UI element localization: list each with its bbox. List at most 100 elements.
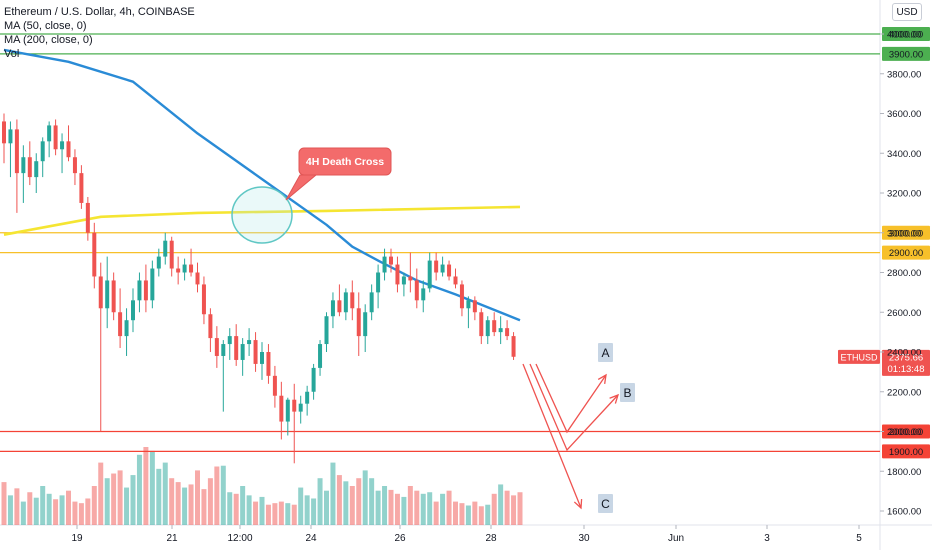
volume-bar	[504, 490, 510, 525]
candle-body	[382, 256, 387, 273]
scenario-b-arrow-head	[609, 393, 620, 404]
volume-bar	[169, 478, 175, 525]
scenario-label: B	[623, 386, 631, 400]
candle-body	[253, 340, 258, 364]
ma200-line	[3, 205, 521, 236]
candle-body	[118, 312, 123, 337]
volume-bar	[182, 487, 188, 525]
volume-bar	[124, 487, 130, 525]
volume-bar	[317, 478, 323, 525]
candle-body	[279, 395, 284, 422]
y-tick-label: 1800.00	[887, 467, 921, 478]
volume-bar	[324, 490, 329, 525]
y-tick-label: 3800.00	[887, 69, 921, 80]
price-axis[interactable]: 1600.00 1800.00 2000.00 2200.00 2400.00 2600.…	[880, 30, 921, 518]
candle-body	[79, 173, 84, 203]
volume-bar	[246, 495, 252, 525]
x-tick-label: 30	[578, 533, 590, 544]
candle-body	[505, 328, 510, 337]
volume-bar	[72, 501, 78, 525]
price-level-label: 2000.00	[889, 427, 923, 438]
volume-bar	[136, 454, 142, 525]
last-price-tag-bg	[882, 349, 930, 376]
volume-bar	[369, 478, 375, 525]
candle-body	[401, 276, 406, 285]
candle-body	[137, 280, 142, 301]
price-level-tag-bg	[882, 225, 930, 240]
volume-bar	[104, 478, 110, 525]
candle-body	[40, 141, 45, 162]
candle-body	[92, 232, 97, 277]
volume-bar	[227, 492, 233, 525]
x-tick-label: 19	[71, 533, 83, 544]
volume-bar	[53, 499, 59, 525]
candle-body	[305, 391, 310, 404]
y-tick-label: 2000.00	[887, 427, 921, 438]
scenario-label-bg	[598, 494, 613, 513]
candle-body	[459, 284, 464, 309]
volume-bar	[459, 503, 465, 525]
candle-body	[337, 300, 342, 313]
scenario-label: C	[601, 497, 610, 511]
volume-bar	[265, 504, 271, 525]
volume-bar	[14, 488, 20, 525]
candle-body	[389, 256, 393, 265]
volume-bar	[401, 496, 407, 525]
volume-bar	[201, 489, 207, 525]
death-cross-callout	[298, 147, 392, 176]
volume-bar	[40, 486, 46, 525]
candle-body	[363, 312, 368, 337]
candle-body	[2, 121, 6, 144]
countdown-label: 01:13:48	[888, 364, 925, 375]
volume-bar	[311, 498, 317, 525]
legend-vol[interactable]: Vol	[4, 48, 20, 60]
volume-bar	[330, 462, 336, 525]
y-tick-label: 3400.00	[887, 149, 921, 160]
y-tick-label: 3000.00	[887, 228, 921, 239]
candle-body	[208, 314, 213, 339]
volume-bar	[304, 495, 310, 525]
candle-body	[427, 260, 432, 289]
legend-ma50[interactable]: MA (50, close, 0)	[4, 20, 87, 32]
time-axis[interactable]: 19 21 12:00 24 26 28 30 Jun 3 5	[71, 525, 862, 544]
volume-bar	[414, 490, 420, 525]
volume-bar	[382, 486, 388, 525]
volume-bar	[336, 475, 342, 525]
candle-body	[466, 300, 471, 309]
volume-bar	[511, 495, 517, 525]
volume-bar	[291, 504, 297, 525]
volume-bar	[220, 465, 226, 525]
candle-body	[124, 320, 129, 337]
candle-body	[163, 240, 168, 257]
price-level-tag-bg	[882, 27, 930, 41]
candle-body	[350, 292, 355, 309]
volume-bar	[298, 487, 304, 525]
volume-bar	[362, 470, 368, 525]
volume-bar	[349, 486, 355, 525]
volume-bar	[427, 492, 433, 525]
candle-body	[492, 320, 497, 333]
volume-bar	[78, 503, 84, 525]
candle-body	[240, 344, 245, 360]
candle-body	[72, 157, 77, 174]
volume-bar	[111, 473, 117, 525]
legend-ma200[interactable]: MA (200, close, 0)	[4, 34, 93, 46]
volume-bar	[207, 478, 213, 525]
volume-bar	[240, 486, 246, 525]
volume-bar	[394, 493, 400, 525]
candle-body	[485, 320, 490, 337]
y-tick-label: 3200.00	[887, 189, 921, 200]
candle-body	[434, 260, 439, 273]
volume-bar	[20, 501, 26, 525]
scenario-a-arrow	[535, 363, 607, 434]
last-price-label: 2375.66	[889, 352, 923, 363]
volume-bar	[446, 490, 452, 525]
candle-body	[395, 264, 400, 285]
candle-body	[324, 316, 329, 345]
price-level-label: 4000.00	[889, 30, 923, 41]
legend-title[interactable]: Ethereum / U.S. Dollar, 4h, COINBASE	[4, 6, 195, 18]
price-level-label: 3000.00	[889, 228, 923, 239]
candle-body	[53, 125, 58, 150]
currency-button[interactable]: USD	[892, 3, 922, 21]
